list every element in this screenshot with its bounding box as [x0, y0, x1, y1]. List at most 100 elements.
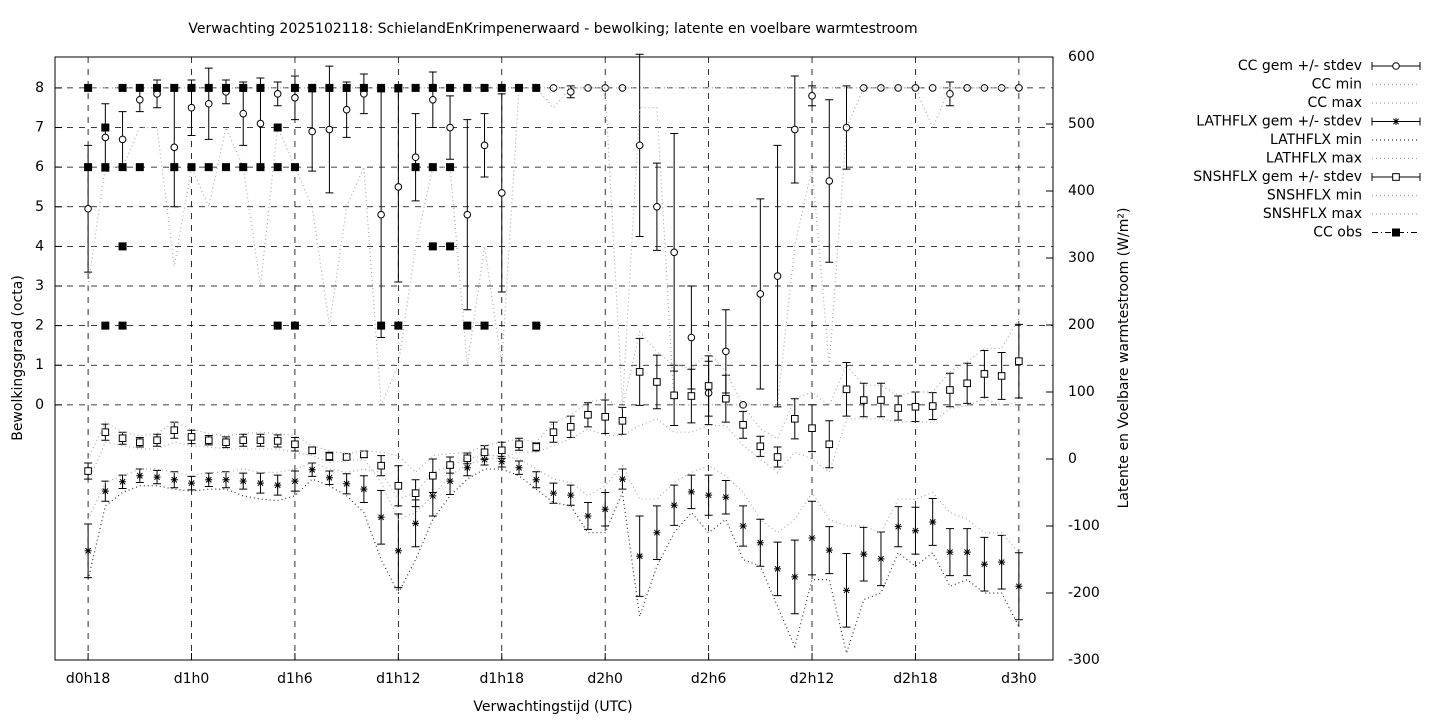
y2-tick-label: -200 — [1068, 585, 1100, 601]
marker-square — [463, 454, 472, 463]
marker-circle — [429, 95, 437, 104]
marker-circle — [256, 119, 265, 128]
marker-filled-square — [290, 321, 299, 330]
marker-star — [808, 534, 816, 542]
marker-star — [774, 565, 782, 573]
marker-square — [446, 461, 454, 469]
marker-filled-square — [204, 83, 213, 92]
marker-circle — [601, 84, 609, 92]
marker-square — [825, 440, 834, 449]
marker-filled-square — [463, 321, 472, 330]
marker-circle — [136, 95, 144, 104]
marker-filled-square — [135, 83, 144, 92]
marker-star — [722, 493, 730, 501]
marker-star — [963, 548, 971, 556]
marker-filled-square — [153, 83, 162, 92]
marker-star — [153, 473, 161, 481]
marker-star — [929, 518, 937, 526]
marker-square — [859, 396, 868, 404]
marker-square — [1392, 173, 1400, 181]
marker-star — [274, 481, 282, 489]
marker-circle — [394, 183, 403, 191]
marker-filled-square — [273, 123, 282, 132]
y-tick-label: 3 — [35, 278, 44, 294]
marker-circle — [635, 141, 644, 150]
marker-circle — [497, 189, 506, 197]
marker-square — [601, 412, 609, 421]
marker-star — [291, 477, 299, 485]
marker-square — [84, 467, 92, 475]
y-tick-label: 5 — [35, 199, 44, 215]
marker-filled-square — [377, 321, 386, 330]
marker-star — [429, 492, 437, 500]
marker-square — [946, 386, 954, 394]
marker-circle — [187, 103, 196, 112]
y2-tick-label: 600 — [1068, 49, 1095, 65]
marker-filled-square — [101, 321, 110, 330]
marker-filled-square — [239, 83, 248, 92]
marker-circle — [308, 127, 316, 136]
marker-star — [136, 472, 144, 480]
legend-label: CC obs — [1313, 225, 1362, 241]
marker-filled-square — [532, 321, 541, 330]
marker-filled-square — [170, 163, 179, 172]
marker-filled-square — [532, 83, 541, 92]
marker-filled-square — [411, 83, 420, 92]
legend-label: SNSHFLX max — [1263, 206, 1362, 222]
marker-filled-square — [290, 83, 299, 92]
x-tick-label: d1h12 — [376, 671, 420, 687]
marker-star — [584, 512, 592, 520]
marker-square — [877, 396, 885, 404]
marker-star — [1392, 118, 1400, 125]
marker-square — [515, 440, 523, 449]
marker-star — [567, 491, 575, 499]
legend-label: LATHFLX gem +/- stdev — [1196, 114, 1362, 130]
y2-tick-label: 500 — [1068, 116, 1095, 132]
x-tick-label: d0h18 — [66, 671, 110, 687]
marker-square — [239, 436, 248, 445]
marker-square — [670, 391, 678, 400]
marker-star — [188, 479, 196, 487]
plot-frame — [54, 56, 1054, 661]
marker-square — [549, 428, 558, 436]
marker-filled-square — [463, 83, 472, 92]
marker-star — [894, 523, 902, 531]
marker-star — [998, 558, 1006, 566]
marker-filled-square — [446, 163, 455, 172]
marker-filled-square — [273, 163, 282, 172]
marker-square — [204, 436, 213, 445]
marker-filled-square — [480, 83, 489, 92]
marker-circle — [325, 125, 334, 134]
marker-star — [636, 552, 644, 560]
marker-circle — [84, 204, 92, 213]
marker-square — [894, 404, 903, 412]
marker-filled-square — [101, 123, 110, 132]
y2-tick-label: 300 — [1068, 250, 1095, 266]
marker-circle — [273, 90, 282, 98]
marker-filled-square — [101, 163, 110, 172]
marker-filled-square — [118, 321, 127, 330]
x-tick-label: d2h12 — [790, 671, 834, 687]
marker-filled-square — [256, 83, 265, 92]
marker-circle — [739, 401, 747, 409]
marker-square — [756, 442, 765, 451]
marker-star — [618, 475, 626, 483]
marker-circle — [808, 92, 816, 100]
legend-label: CC min — [1312, 77, 1362, 93]
marker-square — [170, 426, 179, 434]
marker-circle — [118, 135, 127, 144]
marker-star — [360, 485, 368, 493]
marker-square — [842, 385, 851, 394]
marker-circle — [566, 88, 575, 96]
marker-circle — [670, 248, 678, 257]
marker-star — [481, 456, 489, 464]
marker-filled-square — [221, 163, 230, 172]
series-line — [87, 398, 1019, 521]
marker-star — [394, 547, 402, 555]
marker-circle — [790, 125, 799, 134]
marker-star — [205, 476, 213, 484]
marker-star — [222, 476, 230, 484]
marker-square — [291, 440, 299, 449]
marker-square — [722, 394, 730, 403]
y-tick-label: 4 — [35, 238, 44, 254]
